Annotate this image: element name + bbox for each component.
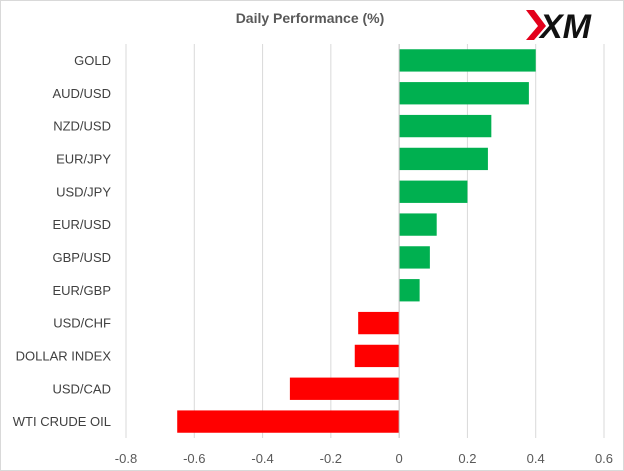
bar	[399, 114, 492, 138]
logo-red-slash	[526, 10, 546, 40]
category-label: NZD/USD	[53, 119, 111, 134]
x-tick-labels: -0.8 -0.6 -0.4 -0.2 0 0.2 0.4 0.6	[115, 451, 613, 466]
chart-title: Daily Performance (%)	[235, 10, 385, 26]
category-label: GBP/USD	[52, 250, 111, 265]
gridlines	[125, 44, 605, 438]
x-tick-label: -0.4	[251, 451, 273, 466]
category-label: EUR/GBP	[52, 283, 111, 298]
bar	[399, 82, 529, 105]
bar	[289, 377, 400, 400]
x-tick-label: -0.6	[183, 451, 205, 466]
category-label: USD/CHF	[53, 316, 111, 331]
category-label: USD/JPY	[56, 184, 111, 199]
x-tick-label: -0.8	[115, 451, 137, 466]
category-label: EUR/USD	[52, 217, 111, 232]
x-tick-label: 0.6	[595, 451, 613, 466]
bar	[399, 49, 536, 72]
bar	[399, 213, 437, 236]
category-label: WTI CRUDE OIL	[13, 414, 111, 429]
logo-text: XM	[538, 8, 592, 46]
x-tick-label: -0.2	[320, 451, 342, 466]
x-tick-label: 0	[396, 451, 403, 466]
bar	[399, 147, 488, 171]
bars	[177, 49, 536, 433]
bar	[177, 410, 400, 433]
category-label: GOLD	[74, 53, 111, 68]
x-tick-label: 0.2	[458, 451, 476, 466]
bar	[399, 246, 430, 269]
bar	[399, 180, 468, 203]
x-tick-label: 0.4	[527, 451, 545, 466]
category-label: DOLLAR INDEX	[16, 348, 112, 363]
bar	[358, 311, 400, 335]
category-labels: GOLD AUD/USD NZD/USD EUR/JPY USD/JPY EUR/USD G…	[13, 53, 112, 429]
category-label: USD/CAD	[52, 381, 111, 396]
bar	[399, 279, 420, 302]
category-label: AUD/USD	[52, 86, 111, 101]
xm-logo: XM	[526, 8, 592, 46]
bar	[354, 344, 400, 368]
category-label: EUR/JPY	[56, 151, 111, 166]
